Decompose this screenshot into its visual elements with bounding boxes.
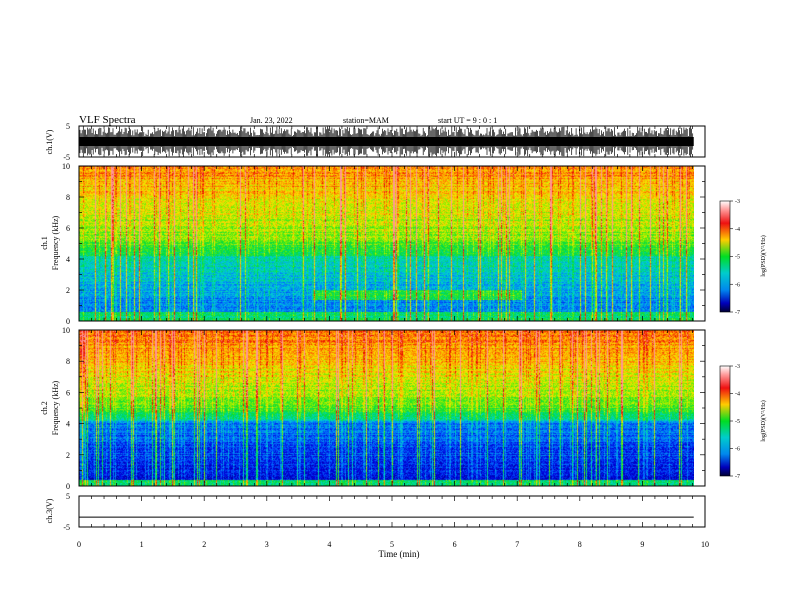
ch1-waveform-ylabel: ch.1(V) bbox=[45, 129, 54, 154]
ch2-colorbar-gradient bbox=[719, 365, 731, 477]
frequency-tick-label: 4 bbox=[66, 255, 70, 264]
x-tick-label: 4 bbox=[327, 540, 331, 549]
station-label: station=MAM bbox=[343, 116, 389, 125]
ch2-spectrogram-panel: 0 2 4 6 8 10 ch.2 Frequency (kHz) bbox=[40, 326, 706, 491]
x-axis-label: Time (min) bbox=[379, 549, 420, 559]
ch1-waveform-panel: 5 -5 ch.1(V) bbox=[45, 122, 706, 162]
x-tick-label: 6 bbox=[453, 540, 457, 549]
x-tick-label: 8 bbox=[578, 540, 582, 549]
ch3-waveform-frame bbox=[78, 495, 706, 528]
ch1-spectrogram-image bbox=[79, 166, 694, 321]
ch2-spectrogram-ylabel-frequency: Frequency (kHz) bbox=[51, 380, 60, 435]
ch2-colorbar-label: log(PSD)(V²/Hz) bbox=[760, 400, 767, 441]
frequency-tick-label: 2 bbox=[66, 451, 70, 460]
ch1-waveform-trace bbox=[79, 126, 694, 157]
ch1-ytick-bottom: -5 bbox=[63, 153, 70, 162]
colorbar-tick-label: -5 bbox=[735, 255, 740, 261]
x-axis-tick-labels: 0 1 2 3 4 5 6 7 8 9 10 bbox=[77, 540, 709, 549]
colorbar-tick-label: -3 bbox=[735, 199, 740, 205]
colorbar-tick-label: -7 bbox=[735, 310, 740, 316]
ch2-colorbar: -3 -4 -5 -6 -7 log(PSD)(V²/Hz) bbox=[719, 364, 767, 480]
frequency-tick-label: 8 bbox=[66, 193, 70, 202]
ch1-colorbar-ticks: -3 -4 -5 -6 -7 bbox=[730, 199, 740, 316]
frequency-tick-label: 0 bbox=[66, 482, 70, 491]
x-ticks-0 bbox=[78, 126, 706, 157]
colorbar-tick-label: -5 bbox=[735, 419, 740, 425]
date-label: Jan. 23, 2022 bbox=[250, 116, 293, 125]
ch2-colorbar-ticks: -3 -4 -5 -6 -7 bbox=[730, 364, 740, 480]
figure-title: VLF Spectra bbox=[79, 114, 136, 126]
spec1-raster bbox=[79, 166, 694, 321]
colorbar-tick-label: -4 bbox=[735, 392, 740, 398]
ch1-colorbar-gradient bbox=[719, 200, 731, 313]
x-ticks-3 bbox=[78, 496, 706, 527]
frequency-tick-label: 4 bbox=[66, 420, 70, 429]
colorbar-tick-label: -3 bbox=[735, 364, 740, 370]
x-tick-label: 3 bbox=[265, 540, 269, 549]
frequency-tick-label: 8 bbox=[66, 357, 70, 366]
ch3-ytick-bottom: -5 bbox=[63, 523, 70, 532]
start-time-label: start UT = 9 : 0 : 1 bbox=[438, 116, 497, 125]
ch2-spectrogram-image bbox=[79, 330, 694, 486]
ch1-spectrogram-ylabel-frequency: Frequency (kHz) bbox=[51, 215, 60, 270]
ch1-colorbar: -3 -4 -5 -6 -7 log(PSD)(V²/Hz) bbox=[719, 199, 767, 316]
ch1-frequency-ticks: 0 2 4 6 8 10 bbox=[62, 162, 705, 326]
x-ticks-1 bbox=[78, 166, 706, 321]
ch1-waveform-core bbox=[79, 137, 694, 146]
x-tick-label: 7 bbox=[515, 540, 519, 549]
frequency-tick-label: 6 bbox=[66, 388, 70, 397]
x-tick-label: 0 bbox=[77, 540, 81, 549]
frequency-tick-label: 2 bbox=[66, 286, 70, 295]
ch3-ytick-top: 5 bbox=[66, 492, 70, 501]
spec2-raster bbox=[79, 330, 694, 486]
frequency-tick-label: 10 bbox=[62, 162, 70, 171]
frequency-tick-label: 10 bbox=[62, 326, 70, 335]
colorbar-tick-label: -4 bbox=[735, 227, 740, 233]
ch1-spectrogram-panel: 0 2 4 6 8 10 ch.1 Frequency (kHz) bbox=[40, 162, 706, 326]
x-tick-label: 5 bbox=[390, 540, 394, 549]
ch3-waveform-ylabel: ch.3(V) bbox=[45, 498, 54, 523]
x-tick-label: 2 bbox=[202, 540, 206, 549]
ch1-ytick-top: 5 bbox=[66, 122, 70, 131]
colorbar-tick-label: -6 bbox=[735, 447, 740, 453]
ch3-waveform-panel: 5 -5 ch.3(V) bbox=[45, 492, 706, 532]
ch1-spectrogram-ylabel-channel: ch.1 bbox=[40, 236, 49, 250]
ch2-spectrogram-ylabel-channel: ch.2 bbox=[40, 401, 49, 415]
frequency-tick-label: 0 bbox=[66, 317, 70, 326]
ch2-frequency-ticks: 0 2 4 6 8 10 bbox=[62, 326, 705, 491]
colorbar-tick-label: -6 bbox=[735, 282, 740, 288]
frequency-tick-label: 6 bbox=[66, 224, 70, 233]
x-tick-label: 10 bbox=[701, 540, 709, 549]
colorbar-tick-label: -7 bbox=[735, 474, 740, 480]
x-ticks-2 bbox=[78, 330, 706, 486]
x-tick-label: 1 bbox=[140, 540, 144, 549]
x-tick-label: 9 bbox=[640, 540, 644, 549]
ch1-colorbar-label: log(PSD)(V²/Hz) bbox=[760, 235, 767, 276]
